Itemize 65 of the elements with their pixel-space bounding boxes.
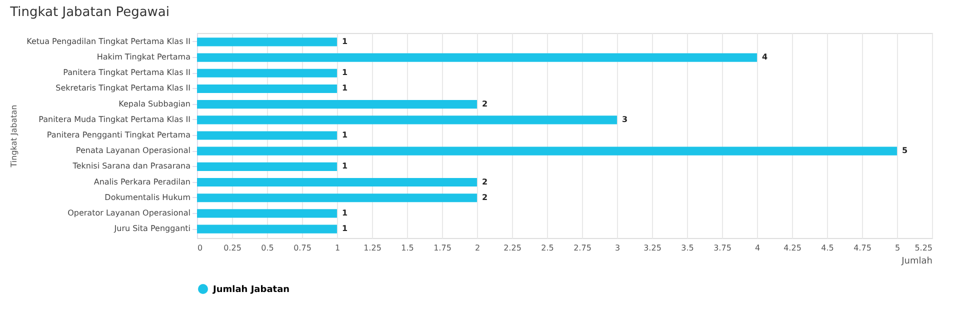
y-tick-label: Panitera Tingkat Pertama Klas II [63,68,190,78]
x-tick-label: 0.5 [261,244,274,252]
bar [197,162,337,171]
data-label: 3 [622,114,628,124]
legend-label: Jumlah Jabatan [212,285,290,295]
y-tick-label: Dokumentalis Hukum [104,192,191,202]
x-tick-label: 5.25 [914,244,932,252]
x-tick-label: 3.25 [644,244,662,252]
y-tick-label: Juru Sita Pengganti [113,224,190,234]
x-tick-label: 3 [614,244,620,252]
bar [197,100,477,109]
y-tick-label: Ketua Pengadilan Tingkat Pertama Klas II [26,36,190,46]
y-axis-title: Tingkat Jabatan [10,104,19,168]
x-tick-label: 1.5 [401,244,414,252]
data-label: 1 [342,130,348,140]
bar [197,68,337,78]
x-tick-label: 0.75 [294,244,312,252]
data-label: 1 [342,68,348,78]
bar [197,178,477,187]
bar [197,53,757,62]
data-label: 1 [342,208,348,218]
x-tick-label: 4 [754,244,760,252]
x-tick-label: 4.75 [854,244,872,252]
data-label: 1 [342,36,348,46]
y-tick-label: Teknisi Sarana dan Prasarana [72,162,191,171]
x-tick-label: 4.5 [821,244,834,252]
y-tick-label: Panitera Pengganti Tingkat Pertama [46,130,191,140]
bar [197,146,897,156]
bar [197,194,477,202]
data-label: 2 [482,99,488,108]
y-tick-label: Panitera Muda Tingkat Pertama Klas II [38,114,190,124]
bar [197,209,337,218]
y-tick-label: Hakim Tingkat Pertama [96,52,191,62]
x-tick-label: 2 [474,244,480,252]
x-tick-label: 3.75 [714,244,732,252]
x-tick-label: 2.5 [541,244,554,252]
y-tick-label: Analis Perkara Peradilan [94,177,190,186]
data-label: 4 [762,52,768,62]
data-label: 2 [482,192,488,202]
data-label: 1 [342,84,348,93]
x-tick-label: 1.75 [434,244,452,252]
data-label: 1 [342,162,348,171]
x-tick-label: 0 [198,244,203,252]
x-tick-label: 4.25 [784,244,802,252]
bar [197,131,337,140]
x-tick-label: 2.75 [574,244,592,252]
y-tick-label: Operator Layanan Operasional [68,208,190,218]
x-axis-title: Jumlah [900,256,932,266]
data-label: 2 [482,177,488,186]
x-tick-label: 1.25 [364,244,382,252]
x-tick-label: 3.5 [681,244,694,252]
bar [197,84,337,94]
y-tick-label: Sekretaris Tingkat Pertama Klas II [56,84,190,93]
x-tick-label: 5 [894,244,900,252]
y-tick-label: Kepala Subbagian [118,99,190,108]
bar [197,38,337,46]
x-tick-label: 0.25 [224,244,242,252]
data-label: 5 [902,146,908,156]
y-tick-label: Penata Layanan Operasional [76,146,190,156]
bar [197,224,337,234]
x-tick-label: 2.25 [504,244,522,252]
bar [197,116,617,124]
data-label: 1 [342,224,348,234]
text: Tingkat Jabatan Pegawai [9,5,170,20]
x-tick-label: 1 [334,244,340,252]
